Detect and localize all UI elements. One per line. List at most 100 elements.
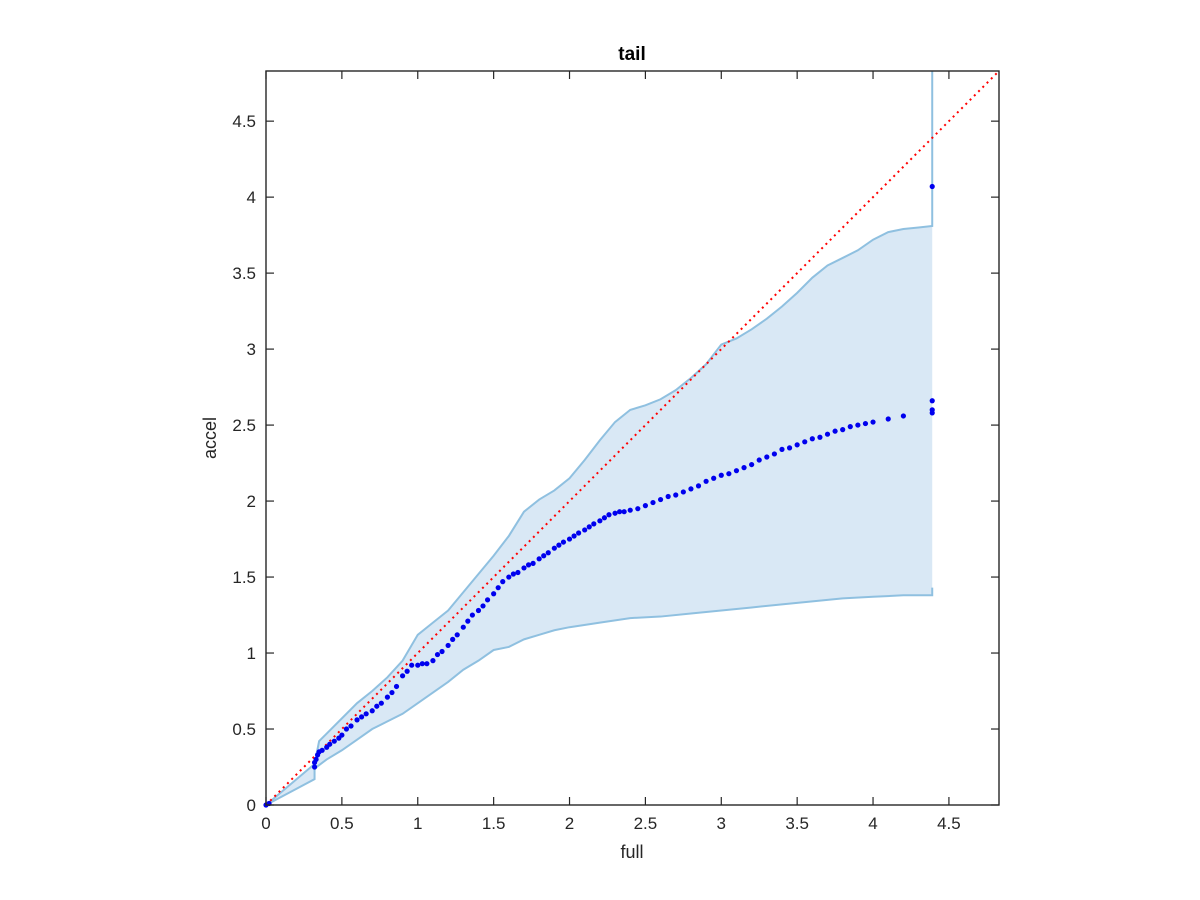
- data-point: [771, 451, 777, 457]
- data-point: [571, 533, 577, 539]
- data-point: [327, 741, 333, 747]
- axes: [265, 70, 1000, 806]
- data-point: [929, 398, 935, 404]
- data-point: [650, 499, 656, 506]
- data-point: [319, 747, 325, 753]
- data-point: [415, 662, 421, 668]
- chart-title: tail: [618, 44, 645, 65]
- data-point: [855, 422, 861, 428]
- data-point: [409, 662, 415, 668]
- data-point: [469, 612, 475, 618]
- data-point: [510, 571, 516, 577]
- data-point: [711, 475, 717, 481]
- data-point: [929, 407, 935, 413]
- data-point: [695, 483, 702, 489]
- data-point: [606, 512, 612, 518]
- x-tick-label: 4: [868, 814, 877, 833]
- data-point: [764, 454, 770, 460]
- data-point: [339, 732, 345, 738]
- data-point: [741, 465, 747, 471]
- data-point: [870, 419, 876, 425]
- data-point: [331, 738, 337, 744]
- data-point: [484, 597, 491, 603]
- data-point: [566, 536, 573, 542]
- data-point: [586, 524, 592, 530]
- data-point: [673, 492, 679, 498]
- data-point: [434, 651, 441, 658]
- y-tick-label: 0.5: [232, 720, 256, 739]
- data-point: [369, 708, 375, 714]
- data-point: [515, 569, 521, 576]
- data-point: [460, 624, 466, 630]
- data-point: [359, 714, 365, 720]
- data-point: [399, 673, 406, 679]
- data-point: [430, 658, 436, 664]
- data-point: [794, 442, 800, 448]
- data-point: [439, 648, 445, 655]
- data-point: [688, 486, 694, 492]
- data-point: [779, 446, 785, 452]
- data-point: [450, 636, 456, 642]
- data-point: [545, 550, 551, 556]
- reference-line-segment: [265, 70, 1000, 806]
- axes-box: [265, 70, 1000, 806]
- data-point: [530, 560, 536, 566]
- data-point: [389, 689, 395, 696]
- data-point: [348, 723, 354, 729]
- data-point: [612, 510, 618, 516]
- data-point: [680, 489, 686, 495]
- y-tick-label: 3.5: [232, 264, 256, 283]
- y-tick-label: 2: [247, 492, 256, 511]
- y-tick-label: 4.5: [232, 112, 256, 131]
- y-tick-label: 0: [247, 796, 256, 815]
- x-tick-label: 3.5: [785, 814, 809, 833]
- data-point: [525, 562, 532, 568]
- data-point: [900, 413, 906, 419]
- data-point: [500, 579, 506, 585]
- data-point: [726, 471, 732, 477]
- data-point: [591, 521, 597, 527]
- data-point: [635, 506, 641, 512]
- data-point: [378, 700, 384, 706]
- x-tick-labels: 0 0.5 1 1.5 2 2.5 3 3.5 4 4.5: [261, 814, 960, 833]
- data-point: [576, 530, 582, 536]
- data-point: [756, 457, 762, 463]
- y-tick-label: 4: [247, 188, 256, 207]
- data-point: [541, 553, 547, 559]
- data-point: [419, 661, 425, 667]
- data-point: [847, 424, 853, 430]
- data-point: [495, 585, 501, 591]
- data-point: [718, 472, 724, 478]
- data-point: [809, 436, 815, 442]
- data-point: [354, 717, 360, 723]
- data-point: [480, 603, 486, 609]
- x-axis-label: full: [620, 842, 643, 862]
- data-point: [929, 183, 935, 190]
- data-point: [424, 661, 430, 667]
- data-point: [556, 542, 562, 548]
- band-lower-edge: [265, 587, 934, 806]
- data-point: [665, 493, 671, 500]
- y-tick-label: 1: [247, 644, 256, 663]
- data-point: [832, 428, 838, 434]
- data-point: [313, 756, 319, 763]
- data-point: [657, 496, 664, 503]
- data-point: [817, 434, 823, 440]
- data-point: [703, 478, 709, 484]
- y-tick-labels: 0 0.5 1 1.5 2 2.5 3 3.5 4 4.5: [232, 112, 256, 815]
- data-point: [802, 439, 808, 445]
- data-point: [621, 509, 627, 515]
- data-point: [862, 420, 869, 427]
- data-point: [475, 607, 482, 614]
- data-point: [363, 711, 369, 717]
- band-fill: [266, 71, 933, 805]
- data-point: [824, 431, 831, 437]
- x-tick-label: 4.5: [937, 814, 961, 833]
- data-point: [445, 642, 451, 649]
- data-point: [393, 683, 400, 690]
- data-point: [786, 445, 793, 451]
- confidence-band: [265, 71, 934, 806]
- data-point: [374, 703, 380, 709]
- data-points: [263, 183, 935, 808]
